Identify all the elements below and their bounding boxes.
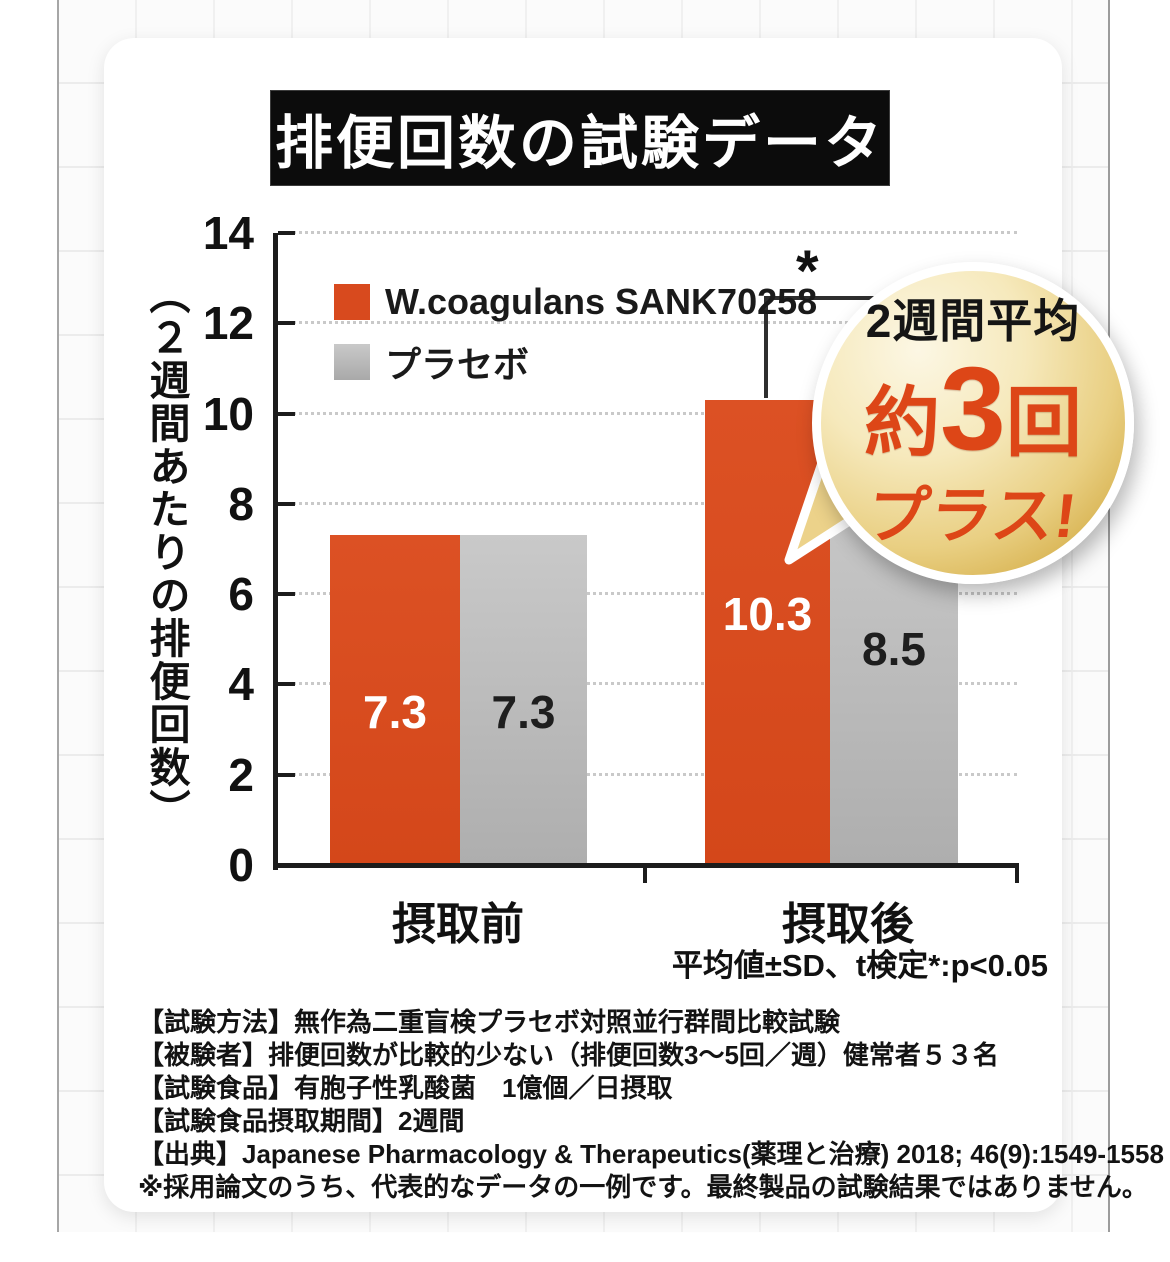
- badge-line2-number: 3: [940, 342, 1006, 475]
- footnote-method: 【試験方法】無作為二重盲検プラセボ対照並行群間比較試験: [138, 1007, 841, 1037]
- gridline-10: [280, 411, 1017, 415]
- footnotes: 【試験方法】無作為二重盲検プラセボ対照並行群間比較試験 【被験者】排便回数が比較…: [138, 1006, 1164, 1204]
- y-tick-mark-8: [278, 501, 295, 506]
- y-tick-label-14: 14: [202, 207, 254, 259]
- footnote-disclaimer: ※採用論文のうち、代表的なデータの一例です。最終製品の試験結果ではありません。: [138, 1172, 1148, 1202]
- chart-title: 排便回数の試験データ: [274, 111, 885, 176]
- significance-bracket-vertical: [764, 296, 768, 398]
- gridline-14: [280, 231, 1017, 234]
- x-label-after: 摂取後: [782, 900, 914, 949]
- bar-摂取前-placebo: [460, 535, 587, 865]
- y-tick-label-4: 4: [228, 658, 254, 711]
- y-tick-mark-2: [278, 772, 295, 777]
- gridline-8: [280, 501, 1017, 505]
- highlight-badge: 2週間平均 約3回 プラス!: [812, 262, 1134, 584]
- y-tick-label-8: 8: [228, 477, 254, 530]
- legend-swatch-gray: [334, 344, 370, 380]
- legend-item-coagulans: W.coagulans SANK70258: [334, 281, 817, 323]
- gridline-4: [280, 682, 1017, 686]
- gridline-2: [280, 772, 1017, 776]
- y-tick-mark-12: [278, 321, 295, 326]
- badge-line2: 約3回: [864, 350, 1082, 468]
- badge-line2-suffix: 回: [1005, 380, 1082, 466]
- legend-label-placebo: プラセボ: [385, 344, 530, 385]
- footnote-test-food: 【試験食品】有胞子性乳酸菌 1億個／日摂取: [138, 1073, 673, 1103]
- y-tick-label-2: 2: [228, 748, 254, 801]
- x-label-before: 摂取前: [392, 900, 524, 949]
- y-tick-label-6: 6: [228, 568, 254, 621]
- y-axis-title: （２週間あたりの排便回数）: [143, 273, 189, 832]
- x-axis-end-tick: [1015, 865, 1019, 883]
- y-axis-line: [273, 233, 278, 870]
- gridline-12: [280, 321, 1017, 325]
- y-tick-label-0: 0: [228, 839, 254, 891]
- legend-label-coagulans: W.coagulans SANK70258: [385, 281, 818, 322]
- footnote-duration: 【試験食品摂取期間】2週間: [138, 1106, 465, 1136]
- chart-title-banner: 排便回数の試験データ: [270, 90, 890, 186]
- legend-swatch-orange: [334, 284, 370, 320]
- bar-value-摂取後-coagulans: 10.3: [722, 587, 813, 640]
- x-axis-mid-tick: [643, 865, 647, 883]
- significance-bracket-horizontal: [764, 296, 884, 300]
- badge-line2-prefix: 約: [864, 380, 941, 466]
- bar-摂取前-coagulans: [330, 535, 460, 865]
- y-tick-mark-6: [278, 592, 295, 597]
- y-tick-mark-14: [278, 231, 295, 235]
- bar-摂取後-coagulans: [705, 400, 830, 865]
- bar-value-摂取前-coagulans: 7.3: [363, 685, 427, 738]
- y-tick-mark-4: [278, 682, 295, 687]
- y-tick-label-10: 10: [202, 387, 254, 440]
- legend: W.coagulans SANK70258 プラセボ: [334, 281, 817, 401]
- footnote-source: 【出典】Japanese Pharmacology & Therapeutics…: [138, 1139, 1164, 1169]
- bar-value-摂取後-placebo: 8.5: [862, 622, 926, 675]
- badge-line1: 2週間平均: [865, 294, 1081, 347]
- bar-value-摂取前-placebo: 7.3: [491, 685, 556, 738]
- legend-item-placebo: プラセボ: [334, 341, 817, 385]
- footnote-subjects: 【被験者】排便回数が比較的少ない（排便回数3～5回／週）健常者５３名: [138, 1040, 999, 1070]
- badge-line3: プラス!: [863, 482, 1082, 552]
- y-tick-mark-10: [278, 411, 295, 416]
- stats-note: 平均値±SD、t検定*:p<0.05: [671, 948, 1048, 983]
- gridline-6: [280, 592, 1017, 596]
- significance-asterisk: *: [796, 239, 819, 304]
- y-tick-label-12: 12: [202, 297, 254, 350]
